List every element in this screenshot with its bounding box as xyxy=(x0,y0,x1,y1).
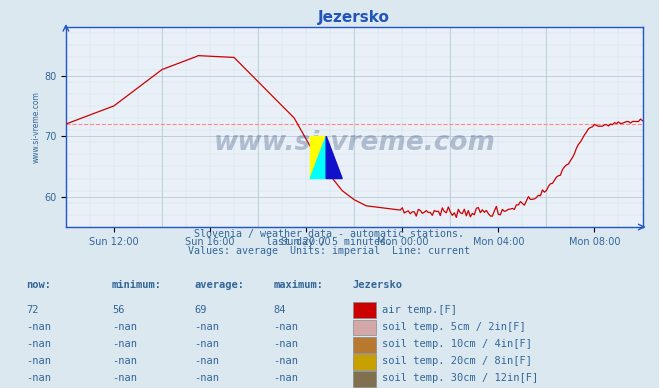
FancyBboxPatch shape xyxy=(353,354,376,370)
Text: 69: 69 xyxy=(194,305,207,315)
Text: Values: average  Units: imperial  Line: current: Values: average Units: imperial Line: cu… xyxy=(188,246,471,256)
Text: -nan: -nan xyxy=(112,373,137,383)
Text: last day / 5 minutes.: last day / 5 minutes. xyxy=(266,237,393,247)
Text: soil temp. 30cm / 12in[F]: soil temp. 30cm / 12in[F] xyxy=(382,373,538,383)
Text: maximum:: maximum: xyxy=(273,281,324,291)
Text: -nan: -nan xyxy=(26,339,51,349)
Text: -nan: -nan xyxy=(26,322,51,332)
Text: -nan: -nan xyxy=(273,339,299,349)
Text: -nan: -nan xyxy=(273,373,299,383)
Text: soil temp. 5cm / 2in[F]: soil temp. 5cm / 2in[F] xyxy=(382,322,526,332)
Polygon shape xyxy=(326,136,342,178)
Text: -nan: -nan xyxy=(26,356,51,366)
Text: soil temp. 10cm / 4in[F]: soil temp. 10cm / 4in[F] xyxy=(382,339,532,349)
Polygon shape xyxy=(310,136,326,178)
Text: soil temp. 20cm / 8in[F]: soil temp. 20cm / 8in[F] xyxy=(382,356,532,366)
Text: -nan: -nan xyxy=(112,322,137,332)
Text: -nan: -nan xyxy=(194,339,219,349)
Title: Jezersko: Jezersko xyxy=(318,10,390,24)
Y-axis label: www.si-vreme.com: www.si-vreme.com xyxy=(32,91,41,163)
FancyBboxPatch shape xyxy=(353,303,376,318)
Text: minimum:: minimum: xyxy=(112,281,162,291)
Polygon shape xyxy=(310,136,326,178)
Text: 84: 84 xyxy=(273,305,286,315)
Text: -nan: -nan xyxy=(194,373,219,383)
Text: Jezersko: Jezersko xyxy=(353,281,403,291)
Text: -nan: -nan xyxy=(112,356,137,366)
Text: -nan: -nan xyxy=(273,322,299,332)
Text: -nan: -nan xyxy=(194,356,219,366)
Text: www.si-vreme.com: www.si-vreme.com xyxy=(214,130,495,156)
Text: -nan: -nan xyxy=(194,322,219,332)
FancyBboxPatch shape xyxy=(353,337,376,353)
Text: average:: average: xyxy=(194,281,244,291)
Text: -nan: -nan xyxy=(273,356,299,366)
Text: now:: now: xyxy=(26,281,51,291)
Text: 56: 56 xyxy=(112,305,125,315)
Text: Slovenia / weather data - automatic stations.: Slovenia / weather data - automatic stat… xyxy=(194,229,465,239)
Text: -nan: -nan xyxy=(26,373,51,383)
FancyBboxPatch shape xyxy=(353,371,376,387)
Text: -nan: -nan xyxy=(112,339,137,349)
Text: air temp.[F]: air temp.[F] xyxy=(382,305,457,315)
FancyBboxPatch shape xyxy=(353,320,376,336)
Text: 72: 72 xyxy=(26,305,39,315)
